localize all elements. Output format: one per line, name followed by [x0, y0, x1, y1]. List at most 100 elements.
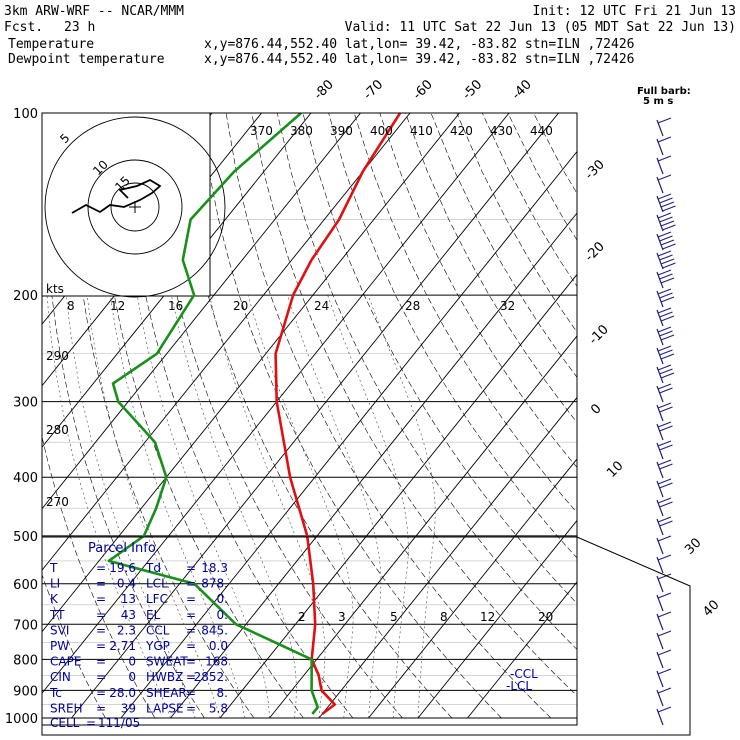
mixing-ratio-label-low: 8	[440, 610, 448, 624]
isotherm-label-top: -80	[311, 77, 337, 103]
wind-barb-flag	[659, 368, 673, 375]
isotherm	[120, 150, 577, 719]
parcel-value: 43	[121, 608, 136, 622]
mixing-ratio-label-low: 20	[538, 610, 553, 624]
isotherm-label-right: 40	[700, 598, 722, 620]
wind-barb-flag	[657, 269, 672, 276]
mixing-ratio-label: 32	[500, 299, 515, 313]
isotherm-label-top: -70	[361, 77, 387, 103]
dry-adiabat-label: 270	[46, 495, 69, 509]
parcel-value-2: 168	[205, 655, 228, 669]
parcel-label: K	[50, 592, 59, 606]
mixing-ratio-label: 20	[233, 299, 248, 313]
moist-adiabat	[327, 294, 409, 719]
isotherm	[467, 581, 577, 719]
dry-adiabat-label: 290	[46, 349, 69, 363]
wind-barb-flag	[657, 136, 672, 143]
wind-barb-flag	[657, 706, 672, 713]
parcel-eq: =	[186, 592, 196, 606]
model-title: 3km ARW-WRF -- NCAR/MMM	[4, 4, 184, 19]
isotherm	[42, 113, 361, 510]
wind-barb-flag	[657, 668, 672, 675]
wind-barb-flag	[657, 231, 672, 238]
parcel-value: 28.0	[109, 686, 136, 700]
parcel-label: SVI	[50, 623, 69, 637]
dry-adiabat	[44, 113, 205, 719]
theta-label: 370	[250, 124, 273, 138]
lcl-label: -LCL	[506, 679, 532, 693]
temperature-location: x,y=876.44,552.40 lat,lon= 39.42, -83.82…	[204, 37, 634, 52]
wind-barb-flag	[657, 193, 672, 200]
parcel-eq: =	[96, 608, 106, 622]
parcel-label-2: CCL	[146, 623, 170, 637]
pressure-label-700: 700	[13, 618, 38, 633]
isotherm-label-top: -40	[509, 77, 535, 103]
dry-adiabat	[379, 113, 577, 468]
parcel-label: CAPE	[50, 655, 81, 669]
isotherm-label-right: -30	[582, 157, 608, 183]
wind-barb-flag	[660, 296, 675, 303]
parcel-eq: =	[96, 701, 106, 715]
parcel-value-2: 18.3	[201, 561, 228, 575]
wind-barb-flag	[659, 463, 673, 470]
parcel-value-2: 0.	[217, 592, 228, 606]
hodograph-ring	[110, 182, 160, 232]
wind-barb-flag	[660, 372, 675, 379]
dry-adiabat	[328, 113, 577, 559]
theta-label: 420	[450, 124, 473, 138]
parcel-eq: =	[186, 608, 196, 622]
parcel-eq: =	[96, 561, 106, 575]
dewpoint-legend: Dewpoint temperature	[8, 52, 165, 67]
theta-label: 380	[290, 124, 313, 138]
wind-barb-flag	[659, 311, 673, 318]
parcel-label: SREH	[50, 701, 83, 715]
valid-time: Valid: 11 UTC Sat 22 Jun 13 (05 MDT Sat …	[345, 20, 736, 35]
parcel-label: PW	[50, 639, 69, 653]
dewpoint-location: x,y=876.44,552.40 lat,lon= 39.42, -83.82…	[204, 52, 634, 67]
wind-barb-flag	[660, 220, 675, 227]
wind-barb-flag	[659, 330, 673, 337]
parcel-label-2: EL	[146, 608, 161, 622]
mixing-ratio-label-low: 3	[338, 610, 346, 624]
parcel-eq: =	[186, 623, 196, 637]
parcel-value-2: 845.	[201, 623, 228, 637]
parcel-value-2: 0.0	[209, 639, 228, 653]
wind-barb-flag	[657, 687, 672, 694]
wind-barb-flag	[659, 349, 673, 356]
parcel-label: LI	[50, 577, 60, 591]
wind-barb-flag	[657, 212, 672, 219]
wind-barb-flag	[657, 421, 672, 428]
mixing-ratio-label-low: 2	[298, 610, 306, 624]
wind-barb-flag	[657, 402, 672, 409]
parcel-value: 19.6	[109, 561, 136, 575]
isotherm	[42, 113, 411, 571]
isotherm	[42, 113, 510, 694]
moist-adiabat	[287, 295, 382, 719]
temperature-profile	[274, 113, 402, 716]
pressure-label-300: 300	[13, 396, 38, 411]
dry-adiabat	[482, 113, 577, 287]
parcel-value-2: 0.	[217, 608, 228, 622]
moist-adiabat	[66, 295, 196, 719]
isotherm-label-right: -20	[582, 239, 608, 265]
wind-barb-flag	[657, 288, 672, 295]
parcel-value: 0	[128, 670, 136, 684]
wind-barb-flag	[657, 174, 672, 181]
dry-adiabat	[430, 113, 577, 378]
dry-adiabat	[277, 113, 577, 650]
parcel-value: 0	[128, 655, 136, 669]
dry-adiabat	[251, 113, 577, 697]
wind-barb-flag	[657, 326, 672, 333]
parcel-eq: =	[96, 623, 106, 637]
mixing-ratio-label-low: 5	[390, 610, 398, 624]
wind-barb-flag	[657, 478, 672, 485]
parcel-eq: =	[186, 577, 196, 591]
parcel-value: 2.3	[117, 623, 136, 637]
isotherm-label-right: 30	[682, 536, 704, 558]
dry-adiabat	[97, 113, 304, 719]
moist-adiabat	[136, 295, 270, 719]
dry-adiabat	[353, 113, 577, 514]
mixing-ratio-label: 16	[168, 299, 183, 313]
wind-barb-flag	[657, 117, 672, 124]
wind-barb-flag	[660, 353, 675, 360]
